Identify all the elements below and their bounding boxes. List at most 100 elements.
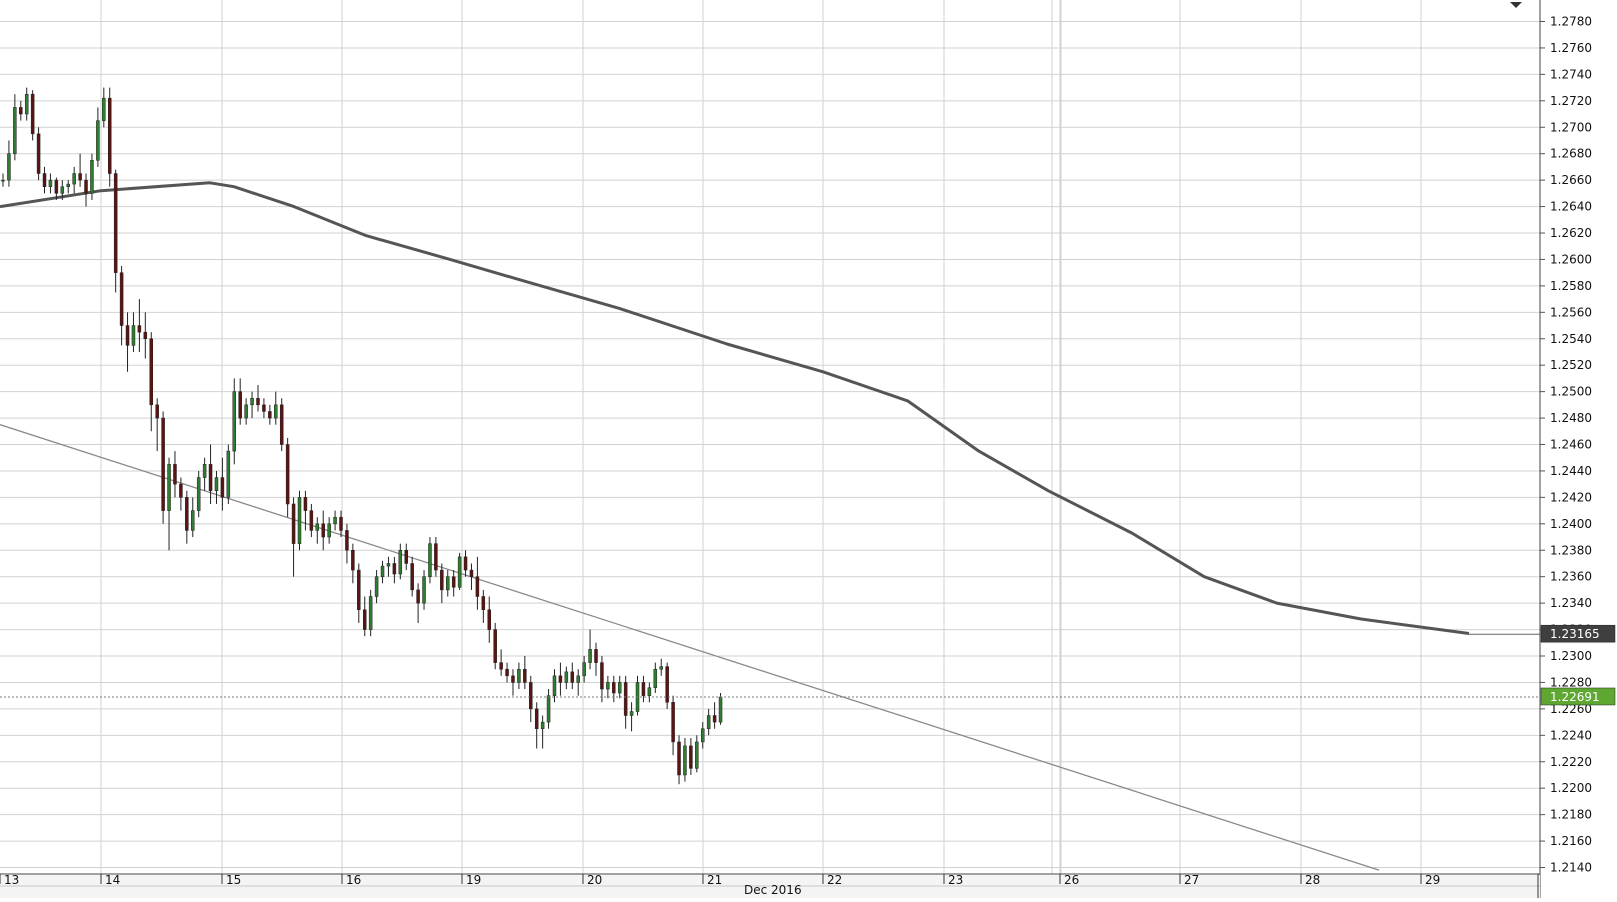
candle-body-bear <box>677 741 681 776</box>
x-tick-label: 29 <box>1425 873 1440 887</box>
current-price-label-box <box>1540 687 1616 706</box>
ma-value-label: 1.23165 <box>1540 624 1616 643</box>
candle <box>90 153 94 200</box>
candle <box>36 127 41 181</box>
x-tick-label: 27 <box>1184 873 1199 887</box>
x-tick-label: 22 <box>827 873 842 887</box>
candle-body-bull <box>327 523 331 538</box>
candle-body-bear <box>220 477 225 498</box>
candle-body-bear <box>511 675 515 683</box>
candle-body-bull <box>7 153 11 181</box>
x-tick-label: 20 <box>587 873 602 887</box>
x-tick-label: 21 <box>707 873 722 887</box>
candle-body-bull <box>582 662 586 677</box>
candle-body-bear <box>600 662 604 690</box>
candles-layer <box>1 87 723 785</box>
candle <box>582 656 586 683</box>
candle-body-bear <box>487 609 492 630</box>
candle-body-bull <box>659 666 663 670</box>
y-tick-label: 1.2200 <box>1550 781 1592 795</box>
candle <box>113 169 118 293</box>
candle-body-bull <box>374 576 379 597</box>
y-tick-label: 1.2280 <box>1550 675 1592 689</box>
candle <box>345 523 349 564</box>
candle <box>386 556 391 577</box>
candle <box>368 589 373 637</box>
candle <box>268 404 272 425</box>
candle <box>552 669 557 703</box>
candle <box>570 662 575 690</box>
candle-body-bear <box>404 550 408 564</box>
candle-body-bull <box>617 682 622 694</box>
y-tick-label: 1.2180 <box>1550 808 1592 822</box>
candle-body-bear <box>30 93 35 135</box>
candle <box>13 94 17 161</box>
y-tick-label: 1.2160 <box>1550 834 1592 848</box>
candle-body-bear <box>179 483 183 498</box>
candle-body-bull <box>48 179 53 187</box>
candle <box>125 312 130 372</box>
y-tick-label: 1.2440 <box>1550 464 1592 478</box>
candle <box>285 437 290 518</box>
candle <box>392 556 397 584</box>
grid-layer <box>0 0 1540 874</box>
candle <box>66 180 70 194</box>
candle <box>612 675 616 703</box>
candle-body-bear <box>36 133 41 174</box>
candle <box>475 556 480 610</box>
candle <box>653 662 658 694</box>
candle-body-bull <box>386 563 391 567</box>
candle <box>635 675 640 716</box>
candle <box>588 629 592 670</box>
candle <box>226 444 231 504</box>
candle <box>303 490 308 531</box>
candle-body-bull <box>428 543 432 577</box>
candle <box>214 470 219 504</box>
y-tick-label: 1.2780 <box>1550 15 1592 29</box>
candle-body-bear <box>149 338 153 406</box>
candle-body-bull <box>706 715 711 729</box>
y-tick-label: 1.2220 <box>1550 755 1592 769</box>
y-tick-label: 1.2380 <box>1550 543 1592 557</box>
candle <box>78 153 82 187</box>
candle <box>481 589 486 623</box>
candle <box>700 722 705 749</box>
y-tick-label: 1.2540 <box>1550 332 1592 346</box>
candle-body-bull <box>683 745 687 776</box>
candle <box>706 708 711 736</box>
y-tick-label: 1.2620 <box>1550 226 1592 240</box>
current-price-label: 1.22691 <box>1540 687 1616 706</box>
candle <box>279 398 284 452</box>
candle-body-bear <box>481 596 486 610</box>
candle-body-bull <box>274 404 278 419</box>
candle <box>220 457 225 511</box>
candle <box>440 563 444 604</box>
candle-body-bear <box>279 404 284 445</box>
candle <box>410 556 414 597</box>
candle <box>558 662 563 696</box>
candle-body-bull <box>546 695 551 723</box>
candle-body-bear <box>612 682 616 694</box>
candle <box>256 385 260 412</box>
candle-body-bull <box>297 497 302 544</box>
candle <box>617 675 622 699</box>
candle-body-bull <box>647 687 652 696</box>
candle <box>451 570 456 597</box>
y-tick-label: 1.2300 <box>1550 649 1592 663</box>
candle-body-bear <box>161 417 165 511</box>
candle-body-bull <box>564 671 569 683</box>
candle-body-bear <box>268 411 272 419</box>
x-tick-label: 13 <box>4 873 19 887</box>
candle <box>463 550 468 577</box>
candle-body-bear <box>463 556 468 571</box>
candle <box>60 180 65 200</box>
candle <box>84 173 88 207</box>
x-tick-label: 26 <box>1064 873 1079 887</box>
candle-body-bear <box>505 668 509 677</box>
y-tick-label: 1.2460 <box>1550 438 1592 452</box>
candle-body-bull <box>1 179 5 182</box>
candle-body-bull <box>90 160 94 194</box>
